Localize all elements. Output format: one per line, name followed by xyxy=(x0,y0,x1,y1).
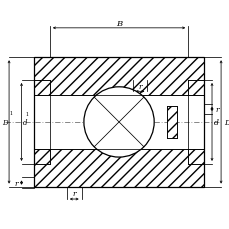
Polygon shape xyxy=(34,81,50,95)
Polygon shape xyxy=(34,150,50,164)
Text: 1: 1 xyxy=(9,111,12,116)
Polygon shape xyxy=(34,58,203,95)
Text: B: B xyxy=(115,20,122,28)
Text: 1: 1 xyxy=(25,112,29,117)
Polygon shape xyxy=(166,106,176,138)
Text: r: r xyxy=(215,105,218,113)
Text: r: r xyxy=(72,190,76,197)
Text: d: d xyxy=(23,118,28,126)
Text: D: D xyxy=(2,118,7,126)
Text: r: r xyxy=(138,82,141,90)
Text: d: d xyxy=(213,118,218,126)
Text: r: r xyxy=(14,179,18,187)
Bar xyxy=(34,58,203,187)
Polygon shape xyxy=(34,150,203,187)
Polygon shape xyxy=(187,150,203,164)
Circle shape xyxy=(84,87,153,157)
Polygon shape xyxy=(187,81,203,95)
Text: D: D xyxy=(223,118,229,126)
